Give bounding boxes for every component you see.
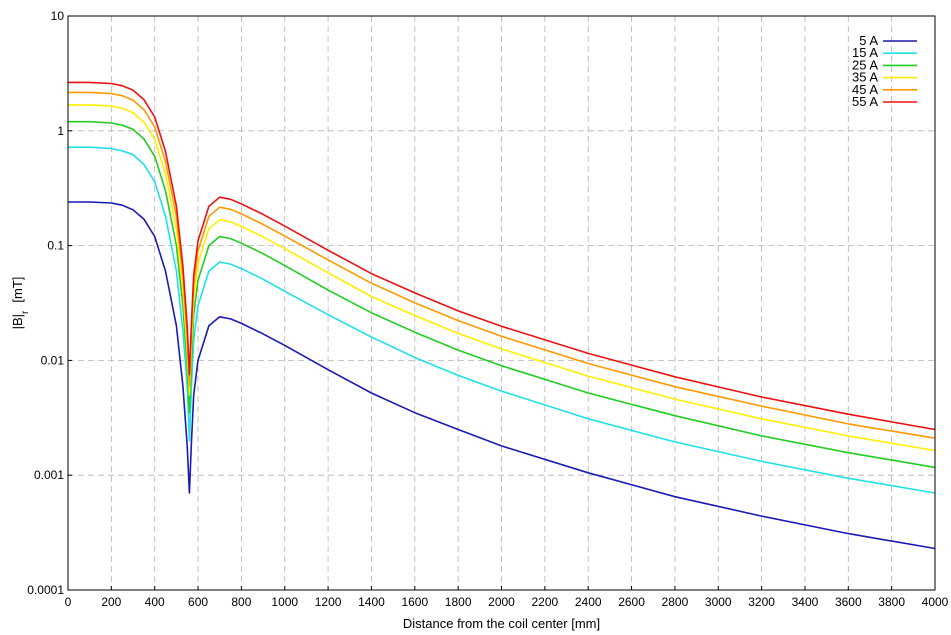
series-line xyxy=(68,146,936,494)
x-tick-label: 1200 xyxy=(315,595,342,609)
x-tick-label: 2400 xyxy=(575,595,602,609)
y-axis-ticks: 0.0001 0.001 0.01 0.1 1 10 xyxy=(27,9,72,597)
y-axis-label: |B|r [mT] xyxy=(10,277,31,330)
legend-label: 5 A xyxy=(859,33,878,48)
x-tick-label: 4000 xyxy=(922,595,949,609)
y-tick-label: 10 xyxy=(51,9,65,23)
x-tick-label: 400 xyxy=(145,595,165,609)
y-axis-label-sub: r xyxy=(20,310,31,314)
x-tick-label: 0 xyxy=(65,595,72,609)
legend-label: 15 A xyxy=(852,45,878,60)
grid xyxy=(68,16,935,590)
x-tick-label: 2800 xyxy=(662,595,689,609)
x-tick-label: 1000 xyxy=(271,595,298,609)
y-tick-label: 1 xyxy=(57,124,64,138)
x-axis-ticks: 0 200 400 600 800 1000 1200 1400 1600 1800 2000 220… xyxy=(65,586,949,609)
y-tick-label: 0.001 xyxy=(34,468,64,482)
x-tick-label: 1800 xyxy=(445,595,472,609)
legend-label: 55 A xyxy=(852,94,878,109)
y-tick-label: 0.1 xyxy=(47,239,64,253)
legend-label: 45 A xyxy=(852,82,878,97)
series-line xyxy=(68,104,936,452)
legend: 5 A15 A25 A35 A45 A55 A xyxy=(852,33,917,109)
x-tick-label: 2600 xyxy=(618,595,645,609)
x-tick-label: 3400 xyxy=(792,595,819,609)
y-tick-label: 0.01 xyxy=(41,353,65,367)
x-tick-label: 1600 xyxy=(401,595,428,609)
y-axis-label-main: |B| xyxy=(10,314,25,329)
x-tick-label: 3800 xyxy=(878,595,905,609)
y-axis-label-unit: [mT] xyxy=(10,277,25,303)
x-tick-label: 3600 xyxy=(835,595,862,609)
x-tick-label: 1400 xyxy=(358,595,385,609)
x-tick-label: 2000 xyxy=(488,595,515,609)
series-layer xyxy=(68,81,936,550)
x-tick-label: 600 xyxy=(188,595,208,609)
y-tick-label: 0.0001 xyxy=(27,583,64,597)
x-tick-label: 3200 xyxy=(748,595,775,609)
x-axis-label: Distance from the coil center [mm] xyxy=(403,616,600,631)
series-line xyxy=(68,201,936,550)
legend-label: 25 A xyxy=(852,57,878,72)
series-line xyxy=(68,91,936,439)
svg-text:|B|r[mT]: |B|r [mT] xyxy=(10,277,31,330)
x-tick-label: 3000 xyxy=(705,595,732,609)
series-line xyxy=(68,120,936,469)
x-tick-label: 200 xyxy=(101,595,121,609)
series-line xyxy=(68,81,936,431)
x-tick-label: 800 xyxy=(231,595,251,609)
legend-label: 35 A xyxy=(852,70,878,85)
x-tick-label: 2200 xyxy=(531,595,558,609)
